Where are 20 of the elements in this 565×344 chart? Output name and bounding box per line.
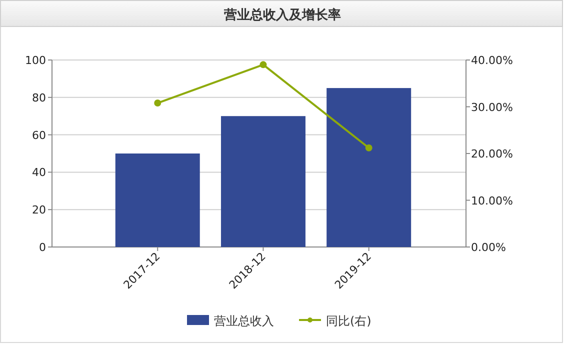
bar — [115, 154, 200, 247]
bar — [326, 88, 412, 247]
y-tick-label: 20 — [32, 204, 46, 217]
y-tick-label: 40 — [32, 166, 46, 180]
chart-title: 营业总收入及增长率 — [223, 7, 341, 23]
y2-tick-label: 10.00% — [471, 194, 513, 208]
y2-tick-label: 20.00% — [471, 148, 513, 160]
y2-tick-label: 40.00% — [471, 54, 513, 67]
legend-label: 营业总收入 — [214, 314, 274, 328]
y-tick-label: 0 — [39, 241, 46, 254]
bar — [220, 116, 306, 247]
y2-tick-label: 30.00% — [471, 100, 513, 114]
point — [260, 61, 267, 68]
y-tick-label: 60 — [32, 128, 46, 142]
legend-label: 同比(右) — [326, 314, 372, 328]
y2-tick-label: 0.00% — [471, 241, 506, 254]
point — [365, 144, 372, 152]
y-tick-label: 100 — [25, 54, 46, 67]
point — [154, 100, 162, 107]
y-tick-label: 80 — [32, 91, 46, 104]
